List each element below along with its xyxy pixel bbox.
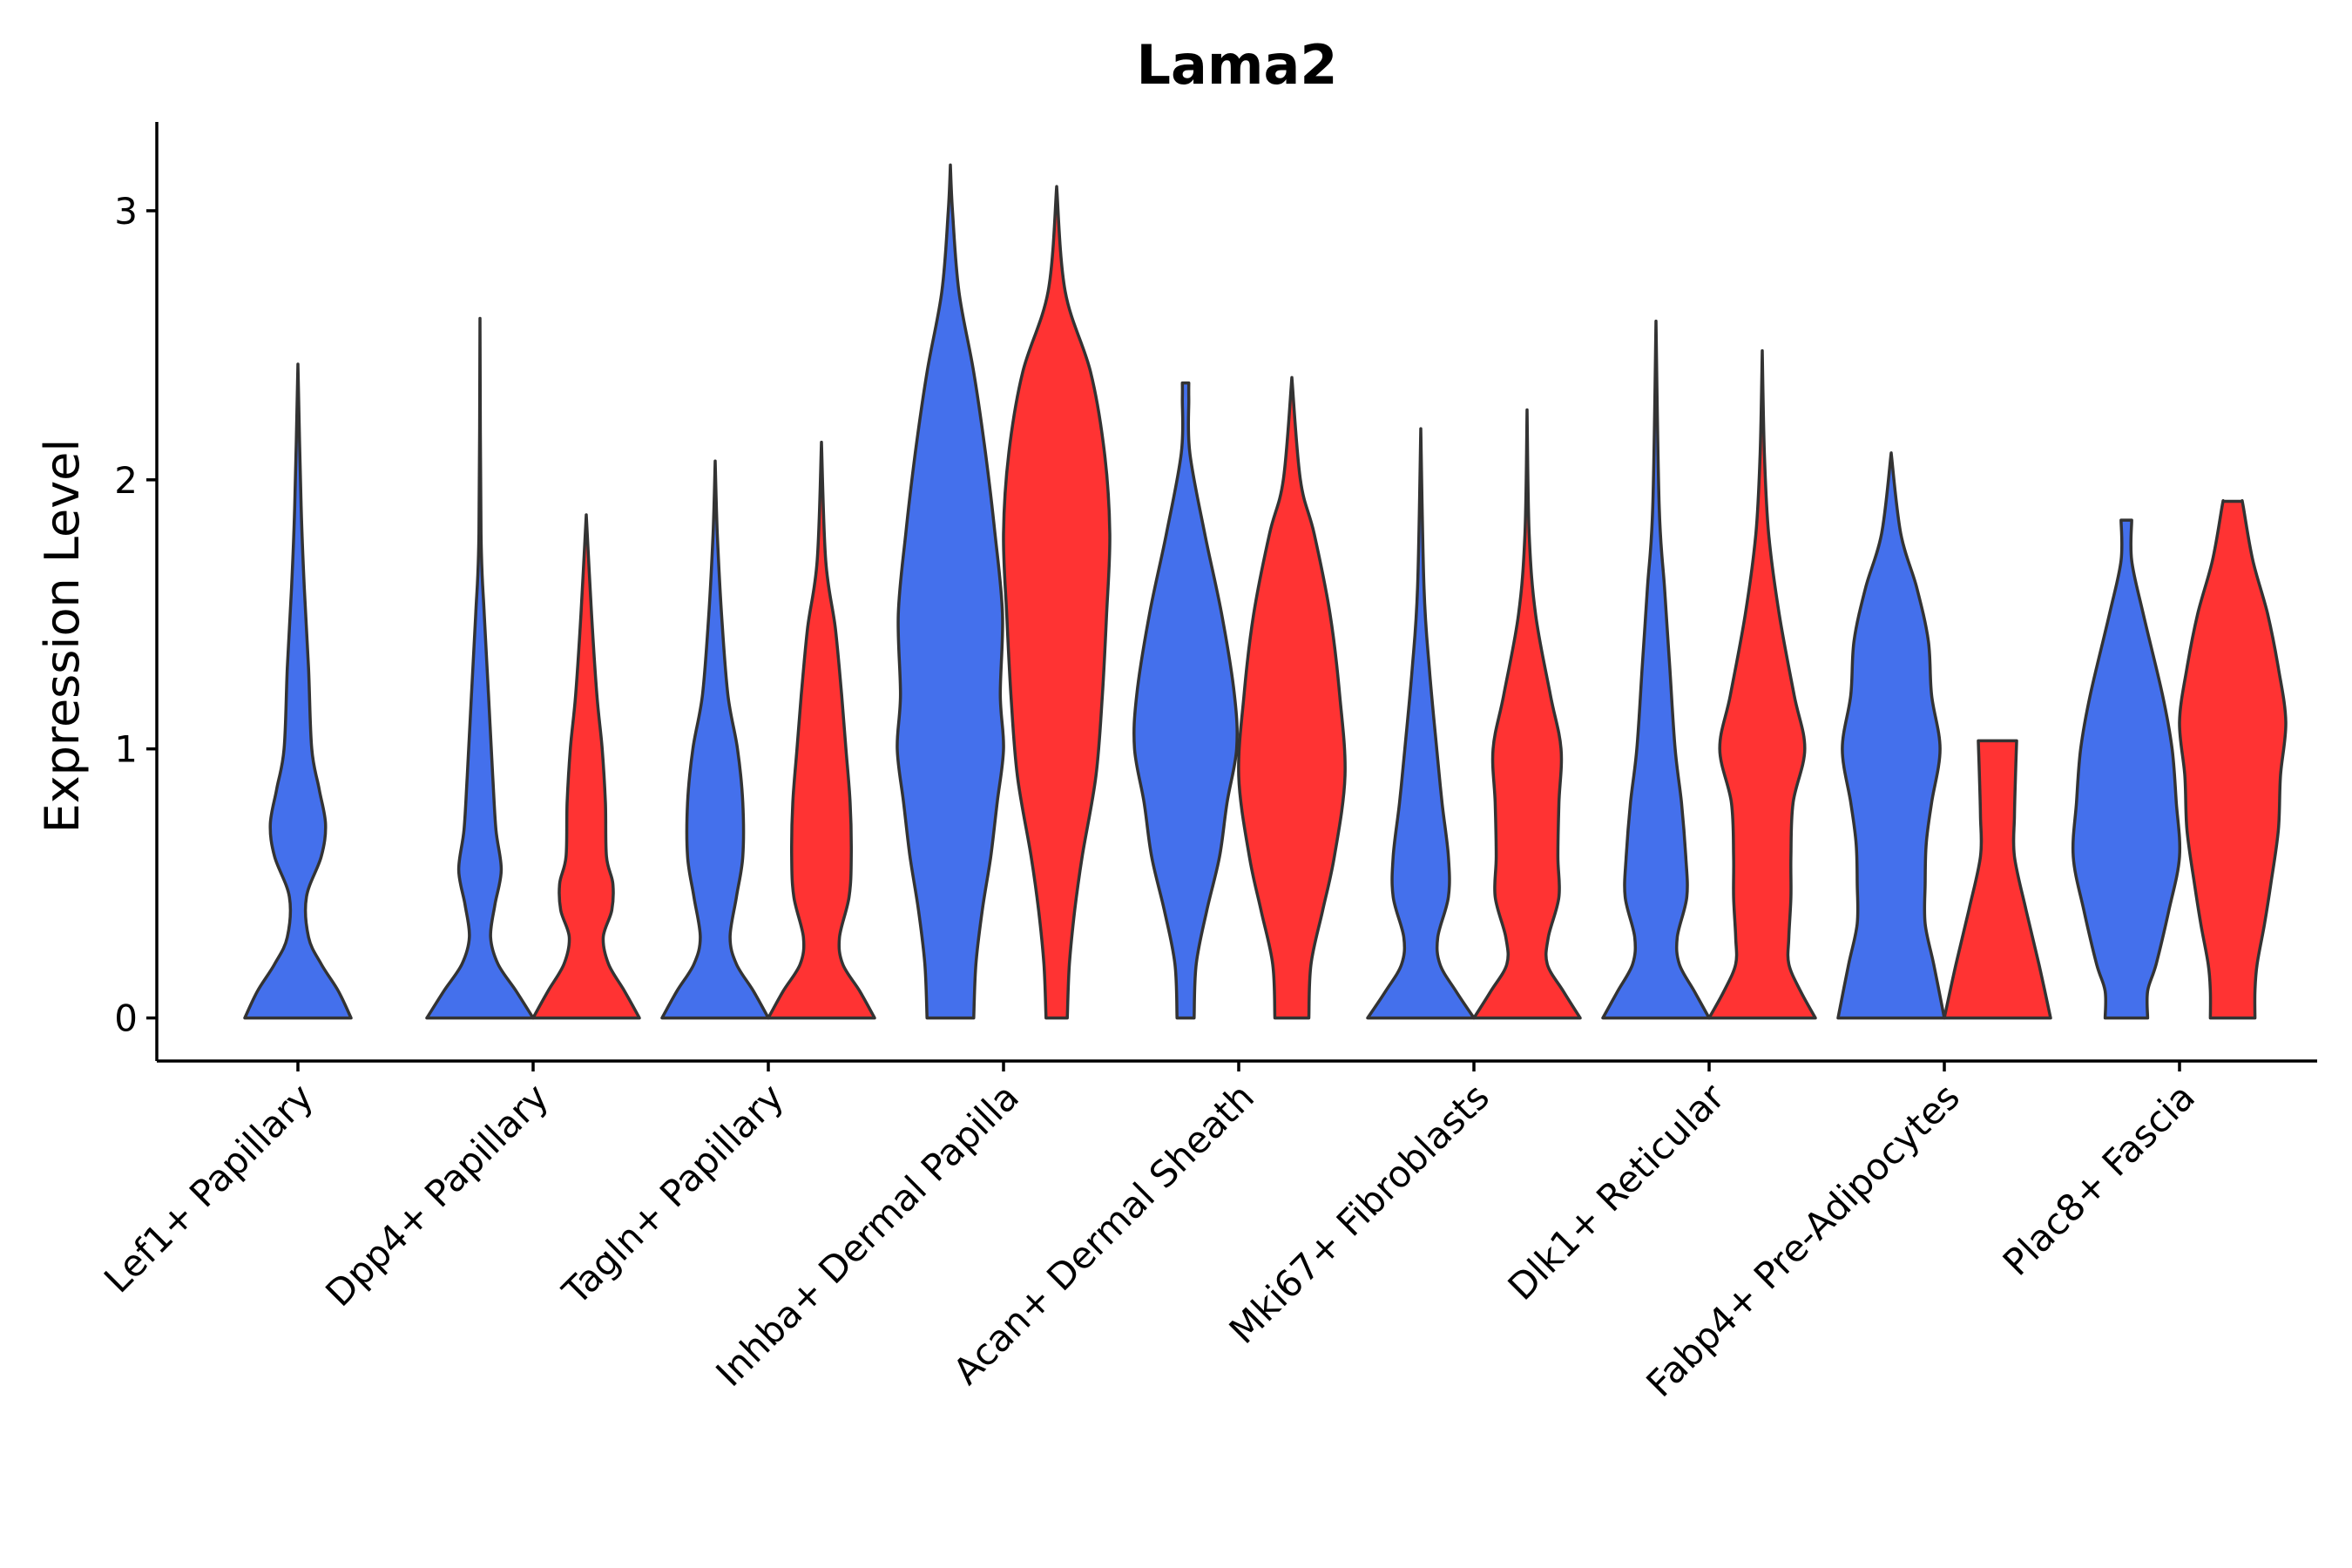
violin-acan-dermal-sheath-red bbox=[1237, 375, 1347, 1020]
chart-title: Lama2 bbox=[1137, 33, 1338, 97]
violins-layer bbox=[243, 163, 2288, 1020]
violin-inhba-dermal-papilla-blue bbox=[896, 163, 1005, 1020]
y-tick-label: 0 bbox=[114, 997, 138, 1040]
violin-fabp4-pre-adipocytes-red bbox=[1943, 739, 2052, 1020]
y-tick-label: 1 bbox=[114, 728, 138, 771]
violin-dpp4-papillary-red bbox=[531, 513, 641, 1020]
y-tick-label: 2 bbox=[114, 459, 138, 502]
violin-fabp4-pre-adipocytes-blue bbox=[1836, 451, 1946, 1020]
violin-dpp4-papillary-blue bbox=[425, 316, 535, 1020]
violin-dlk1-reticular-red bbox=[1707, 348, 1817, 1020]
violin-plac8-fascia-blue bbox=[2071, 518, 2182, 1020]
y-tick-label: 3 bbox=[114, 190, 138, 233]
violin-dlk1-reticular-blue bbox=[1601, 319, 1711, 1020]
violin-mki67-fibroblasts-red bbox=[1472, 408, 1582, 1020]
violin-inhba-dermal-papilla-red bbox=[1002, 185, 1112, 1020]
violin-tagln-papillary-red bbox=[767, 440, 876, 1020]
violin-plac8-fascia-red bbox=[2178, 499, 2288, 1020]
violin-lef1-papillary-blue bbox=[243, 362, 353, 1020]
violin-mki67-fibroblasts-blue bbox=[1366, 427, 1476, 1020]
violin-acan-dermal-sheath-blue bbox=[1132, 381, 1239, 1020]
violin-tagln-papillary-blue bbox=[660, 459, 770, 1020]
y-axis-title: Expression Level bbox=[35, 439, 90, 834]
